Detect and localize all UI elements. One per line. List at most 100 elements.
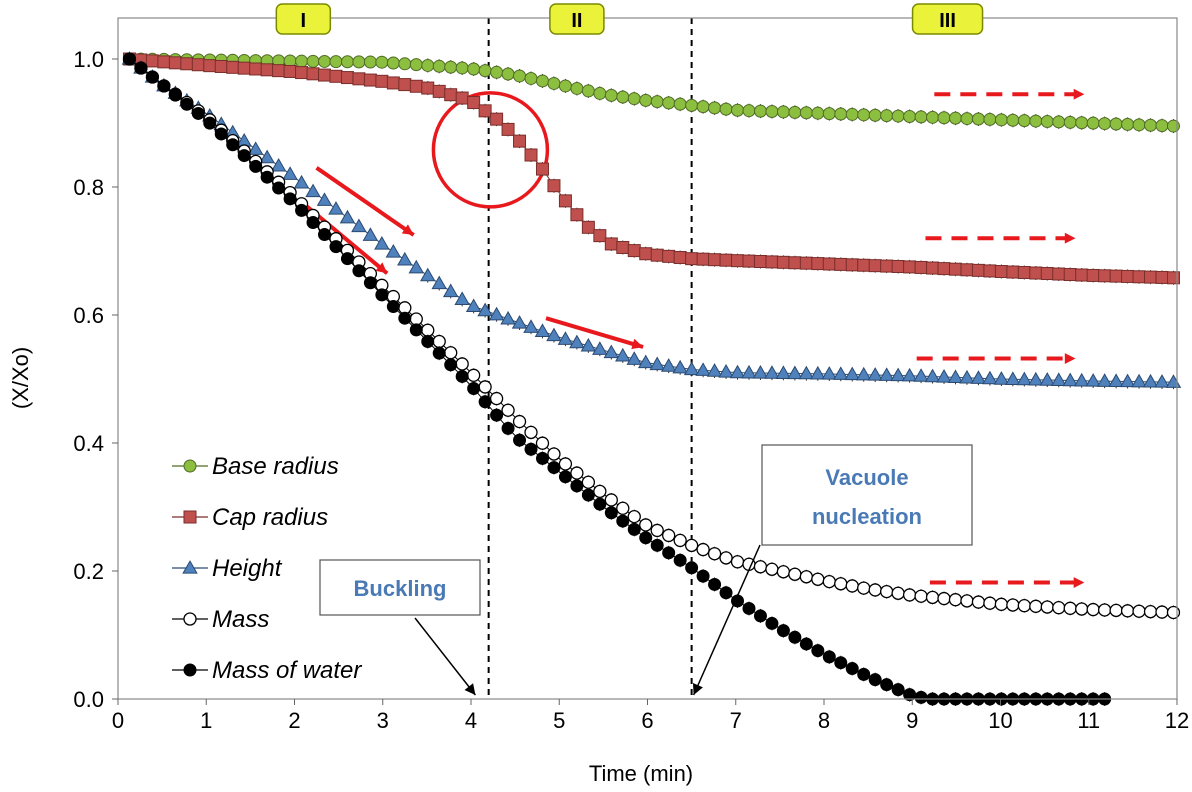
plateau-arrow-head	[1064, 353, 1076, 364]
data-point	[547, 461, 561, 475]
data-point	[890, 367, 906, 382]
trend-arrow	[545, 316, 644, 349]
data-point	[421, 323, 435, 337]
data-point	[685, 252, 699, 266]
data-point	[249, 62, 263, 76]
data-point	[799, 106, 813, 120]
data-point	[924, 368, 941, 383]
data-point	[718, 363, 734, 378]
legend-label: Cap radius	[212, 504, 328, 531]
data-point	[604, 493, 618, 507]
data-point	[627, 522, 641, 536]
data-point	[580, 337, 597, 352]
data-point	[753, 560, 768, 574]
data-point	[983, 112, 997, 126]
data-point	[432, 84, 446, 98]
data-point	[444, 358, 458, 372]
legend-label: Mass of water	[212, 657, 362, 684]
series-line	[129, 58, 1174, 279]
legend-marker	[182, 560, 198, 574]
data-point	[1155, 119, 1169, 133]
phase-label: III	[939, 10, 956, 32]
data-point	[419, 267, 436, 282]
callout-arrow-buckling	[414, 617, 477, 696]
data-point	[662, 546, 676, 560]
data-point	[662, 528, 676, 543]
data-point	[305, 183, 321, 198]
data-point	[214, 59, 228, 73]
data-point	[501, 122, 515, 136]
data-point	[753, 609, 767, 623]
data-point	[948, 262, 962, 276]
x-tick-label: 1	[200, 708, 212, 733]
data-point	[351, 218, 367, 233]
data-point	[937, 111, 951, 125]
y-tick-label: 0.0	[73, 687, 104, 712]
data-point	[776, 105, 790, 119]
data-point	[937, 591, 951, 606]
data-point	[352, 55, 366, 69]
data-point	[685, 98, 699, 112]
data-point	[593, 86, 607, 100]
data-point	[122, 52, 136, 66]
data-point	[960, 594, 974, 608]
data-point	[1040, 600, 1054, 614]
legend-label: Mass	[212, 606, 269, 633]
data-point	[570, 466, 584, 480]
callouts: Buckling Vacuole nucleation	[319, 444, 973, 696]
data-point	[593, 484, 607, 499]
data-point	[478, 104, 492, 118]
data-point	[649, 356, 665, 371]
phase-label: II	[571, 10, 582, 32]
data-point	[409, 323, 423, 337]
data-point	[1132, 270, 1146, 284]
series-cap-radius	[122, 52, 1180, 285]
trend-arrow-head	[375, 262, 388, 274]
data-point	[203, 59, 217, 73]
data-point	[168, 56, 182, 70]
data-point	[1006, 113, 1020, 127]
data-point	[569, 334, 585, 349]
data-point	[708, 253, 722, 267]
data-point	[1052, 115, 1066, 129]
data-point	[397, 251, 413, 266]
data-point	[352, 72, 366, 86]
data-point	[627, 509, 641, 524]
data-point	[535, 436, 550, 450]
data-point	[1098, 269, 1112, 283]
data-point	[249, 159, 263, 173]
data-point	[1006, 598, 1020, 612]
x-tick-label: 2	[288, 708, 300, 733]
data-point	[833, 366, 849, 380]
data-point	[180, 97, 194, 111]
data-point	[547, 76, 561, 90]
data-point	[696, 252, 710, 266]
data-point	[581, 220, 595, 234]
trend-arrow-head	[401, 224, 414, 235]
y-axis-title: (X/Xo)	[8, 347, 33, 409]
data-point	[306, 215, 320, 229]
data-point	[523, 319, 539, 333]
data-point	[788, 630, 802, 644]
legend: Base radius Cap radius Height Mass Mass of w…	[172, 453, 362, 684]
data-point	[765, 616, 779, 630]
data-point	[615, 347, 631, 362]
data-point	[947, 369, 964, 384]
data-point	[259, 149, 275, 164]
data-point	[868, 673, 882, 687]
x-tick-label: 10	[988, 708, 1012, 733]
data-point	[604, 237, 618, 251]
data-point	[581, 475, 596, 489]
data-point	[318, 68, 332, 82]
data-point	[1029, 114, 1043, 128]
data-point	[1119, 373, 1136, 388]
data-point	[1052, 601, 1066, 615]
data-point	[1040, 267, 1054, 281]
data-point	[822, 107, 836, 121]
data-point	[639, 518, 653, 532]
data-point	[581, 488, 595, 502]
data-point	[282, 166, 298, 180]
data-point	[501, 403, 515, 417]
data-point	[352, 264, 366, 278]
data-point	[386, 56, 400, 70]
